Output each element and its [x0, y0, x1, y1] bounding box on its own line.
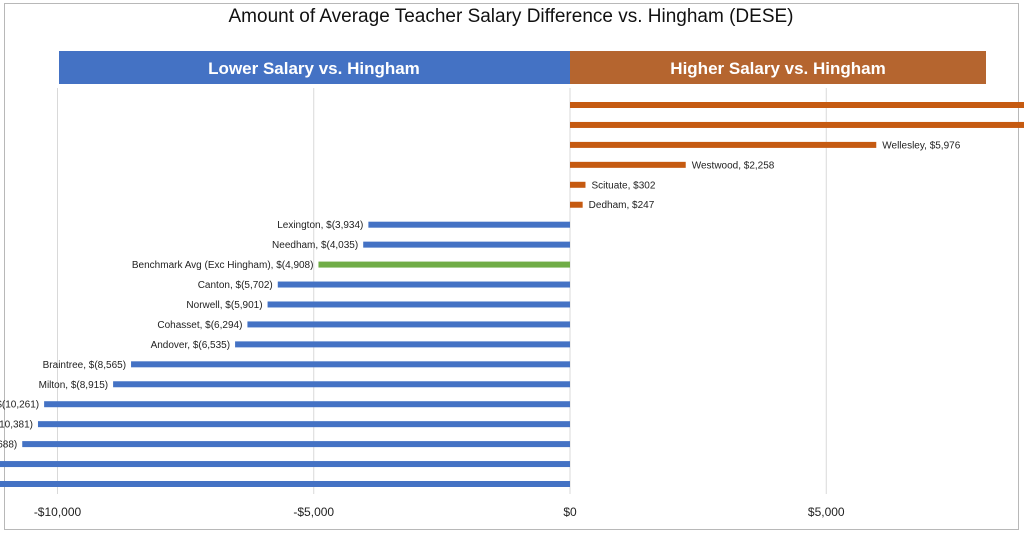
bar-weymouth: [0, 461, 570, 468]
bar-data-label: Winchester, $(10,688): [0, 440, 17, 451]
bar-milton: [113, 381, 570, 388]
bar-data-label: Cohasset, $(6,294): [157, 320, 242, 331]
bar-data-label: Rockland, $(10,261): [0, 400, 39, 411]
bar-data-label: Needham, $(4,035): [272, 240, 358, 251]
bar-lexington: [368, 221, 570, 228]
bar-braintree: [131, 361, 570, 368]
bar-dedham: [570, 201, 583, 208]
bars: [0, 102, 1024, 487]
bar-data-label: Benchmark Avg (Exc Hingham), $(4,908): [132, 260, 314, 271]
x-tick-label: $5,000: [808, 505, 845, 519]
chart-title: Amount of Average Teacher Salary Differe…: [229, 6, 794, 27]
bar-data-label: Norwell, $(5,901): [186, 300, 262, 311]
lower-salary-banner: [59, 51, 570, 84]
bar-labels: Weston, $12,140Concord, $10,670Wellesley…: [0, 140, 961, 451]
bar-data-label: Canton, $(5,702): [198, 280, 273, 291]
bar-rockland: [44, 401, 570, 408]
higher-salary-banner-label: Higher Salary vs. Hingham: [670, 59, 885, 78]
bar-data-label: Andover, $(6,535): [151, 340, 231, 351]
bar-benchmark-avg-exc-hingham: [318, 261, 570, 268]
x-tick-label: -$5,000: [293, 505, 334, 519]
bar-scituate: [570, 181, 586, 188]
bar-wellesley: [570, 141, 877, 148]
bar-data-label: Braintree, $(8,565): [43, 360, 126, 371]
bar-marblehead: [0, 481, 571, 487]
bar-data-label: Lexington, $(3,934): [277, 220, 363, 231]
bar-canton: [277, 281, 570, 288]
bar-weston: [570, 102, 1024, 108]
bar-norwell: [267, 301, 570, 308]
bar-westwood: [570, 161, 686, 168]
lower-salary-banner-label: Lower Salary vs. Hingham: [208, 59, 420, 78]
x-tick-label: $0: [563, 505, 577, 519]
x-axis-tick-labels: -$20,000-$15,000-$10,000-$5,000$0$5,000$…: [34, 505, 845, 519]
bar-data-label: Scituate, $302: [591, 180, 655, 191]
bar-hull: [37, 421, 570, 428]
higher-salary-banner: [570, 51, 986, 84]
bar-data-label: Wellesley, $5,976: [882, 140, 960, 151]
bar-data-label: Westwood, $2,258: [692, 160, 775, 171]
bar-andover: [235, 341, 571, 348]
bar-concord: [570, 121, 1024, 128]
gridlines: [57, 88, 827, 494]
bar-cohasset: [247, 321, 570, 328]
bar-needham: [363, 241, 570, 248]
bar-data-label: Milton, $(8,915): [39, 380, 108, 391]
bar-data-label: Dedham, $247: [589, 200, 655, 211]
bar-winchester: [22, 441, 571, 448]
bar-data-label: Hull, $(10,381): [0, 420, 33, 431]
x-tick-label: -$10,000: [34, 505, 82, 519]
